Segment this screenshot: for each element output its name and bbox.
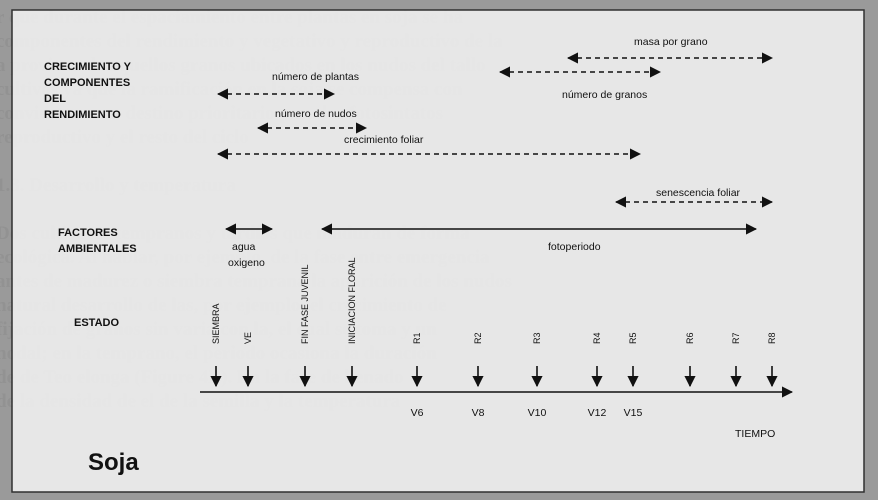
span-label: oxigeno bbox=[228, 257, 265, 269]
stage-label: R4 bbox=[592, 332, 602, 344]
span-label: número de plantas bbox=[272, 71, 359, 83]
span-numero-de-nudos: número de nudos bbox=[256, 108, 368, 134]
stage-marker: SIEMBRA bbox=[210, 303, 222, 388]
header-line: DEL bbox=[44, 93, 66, 105]
crecimiento-header: CRECIMIENTO Y COMPONENTES DEL RENDIMIENT… bbox=[44, 61, 132, 121]
stage-marker: R1 V6 bbox=[411, 332, 424, 419]
stage-label: SIEMBRA bbox=[211, 303, 221, 344]
stage-marker: R7 bbox=[730, 332, 742, 388]
factores-header: FACTORES AMBIENTALES bbox=[58, 227, 137, 255]
stage-label: R6 bbox=[685, 332, 695, 344]
header-line: FACTORES bbox=[58, 227, 118, 239]
span-agua-oxigeno: agua oxigeno bbox=[224, 223, 274, 269]
span-fotoperiodo: fotoperiodo bbox=[320, 223, 758, 253]
stage-v-label: V15 bbox=[624, 407, 643, 419]
span-label: número de nudos bbox=[275, 108, 357, 120]
span-crecimiento-foliar: crecimiento foliar bbox=[216, 134, 642, 160]
stage-label: R7 bbox=[731, 332, 741, 344]
stage-marker: R6 bbox=[684, 332, 696, 388]
span-label: masa por grano bbox=[634, 36, 708, 48]
span-masa-por-grano: masa por grano bbox=[566, 36, 774, 64]
stage-marker: VE bbox=[242, 332, 254, 388]
stage-label: R1 bbox=[412, 332, 422, 344]
span-label: número de granos bbox=[562, 89, 647, 101]
header-line: CRECIMIENTO Y bbox=[44, 61, 132, 73]
span-label: fotoperiodo bbox=[548, 241, 601, 253]
crop-title: Soja bbox=[88, 449, 139, 476]
stage-v-label: V6 bbox=[411, 407, 424, 419]
header-line: AMBIENTALES bbox=[58, 243, 137, 255]
header-line: COMPONENTES bbox=[44, 77, 130, 89]
stage-marker: R8 bbox=[766, 332, 778, 388]
stage-marker: R2 V8 bbox=[472, 332, 485, 419]
stage-label: INICIACION FLORAL bbox=[347, 257, 357, 344]
stage-v-label: V10 bbox=[528, 407, 547, 419]
stage-marker: INICIACION FLORAL bbox=[346, 257, 358, 388]
span-label: senescencia foliar bbox=[656, 187, 741, 199]
stage-label: VE bbox=[243, 332, 253, 344]
stage-label: R2 bbox=[473, 332, 483, 344]
stage-marker: R3 V10 bbox=[528, 332, 547, 419]
span-label: agua bbox=[232, 241, 256, 253]
span-numero-de-plantas: número de plantas bbox=[216, 71, 359, 100]
time-axis-label: TIEMPO bbox=[735, 428, 775, 440]
estado-header: ESTADO bbox=[74, 317, 119, 329]
stage-v-label: V8 bbox=[472, 407, 485, 419]
stage-markers: SIEMBRA VE FIN FASE JUVENIL INICIACION FLOR… bbox=[210, 257, 778, 419]
stage-marker: R4 V12 bbox=[588, 332, 607, 419]
span-label: crecimiento foliar bbox=[344, 134, 424, 146]
stage-label: R8 bbox=[767, 332, 777, 344]
span-senescencia-foliar: senescencia foliar bbox=[614, 187, 774, 208]
stage-v-label: V12 bbox=[588, 407, 607, 419]
diagram-frame bbox=[11, 9, 865, 493]
stage-marker: FIN FASE JUVENIL bbox=[299, 264, 311, 388]
header-line: RENDIMIENTO bbox=[44, 109, 121, 121]
stage-marker: R5 V15 bbox=[624, 332, 643, 419]
stage-label: FIN FASE JUVENIL bbox=[300, 264, 310, 344]
stage-label: R5 bbox=[628, 332, 638, 344]
span-numero-de-granos: número de granos bbox=[498, 66, 662, 101]
stage-label: R3 bbox=[532, 332, 542, 344]
